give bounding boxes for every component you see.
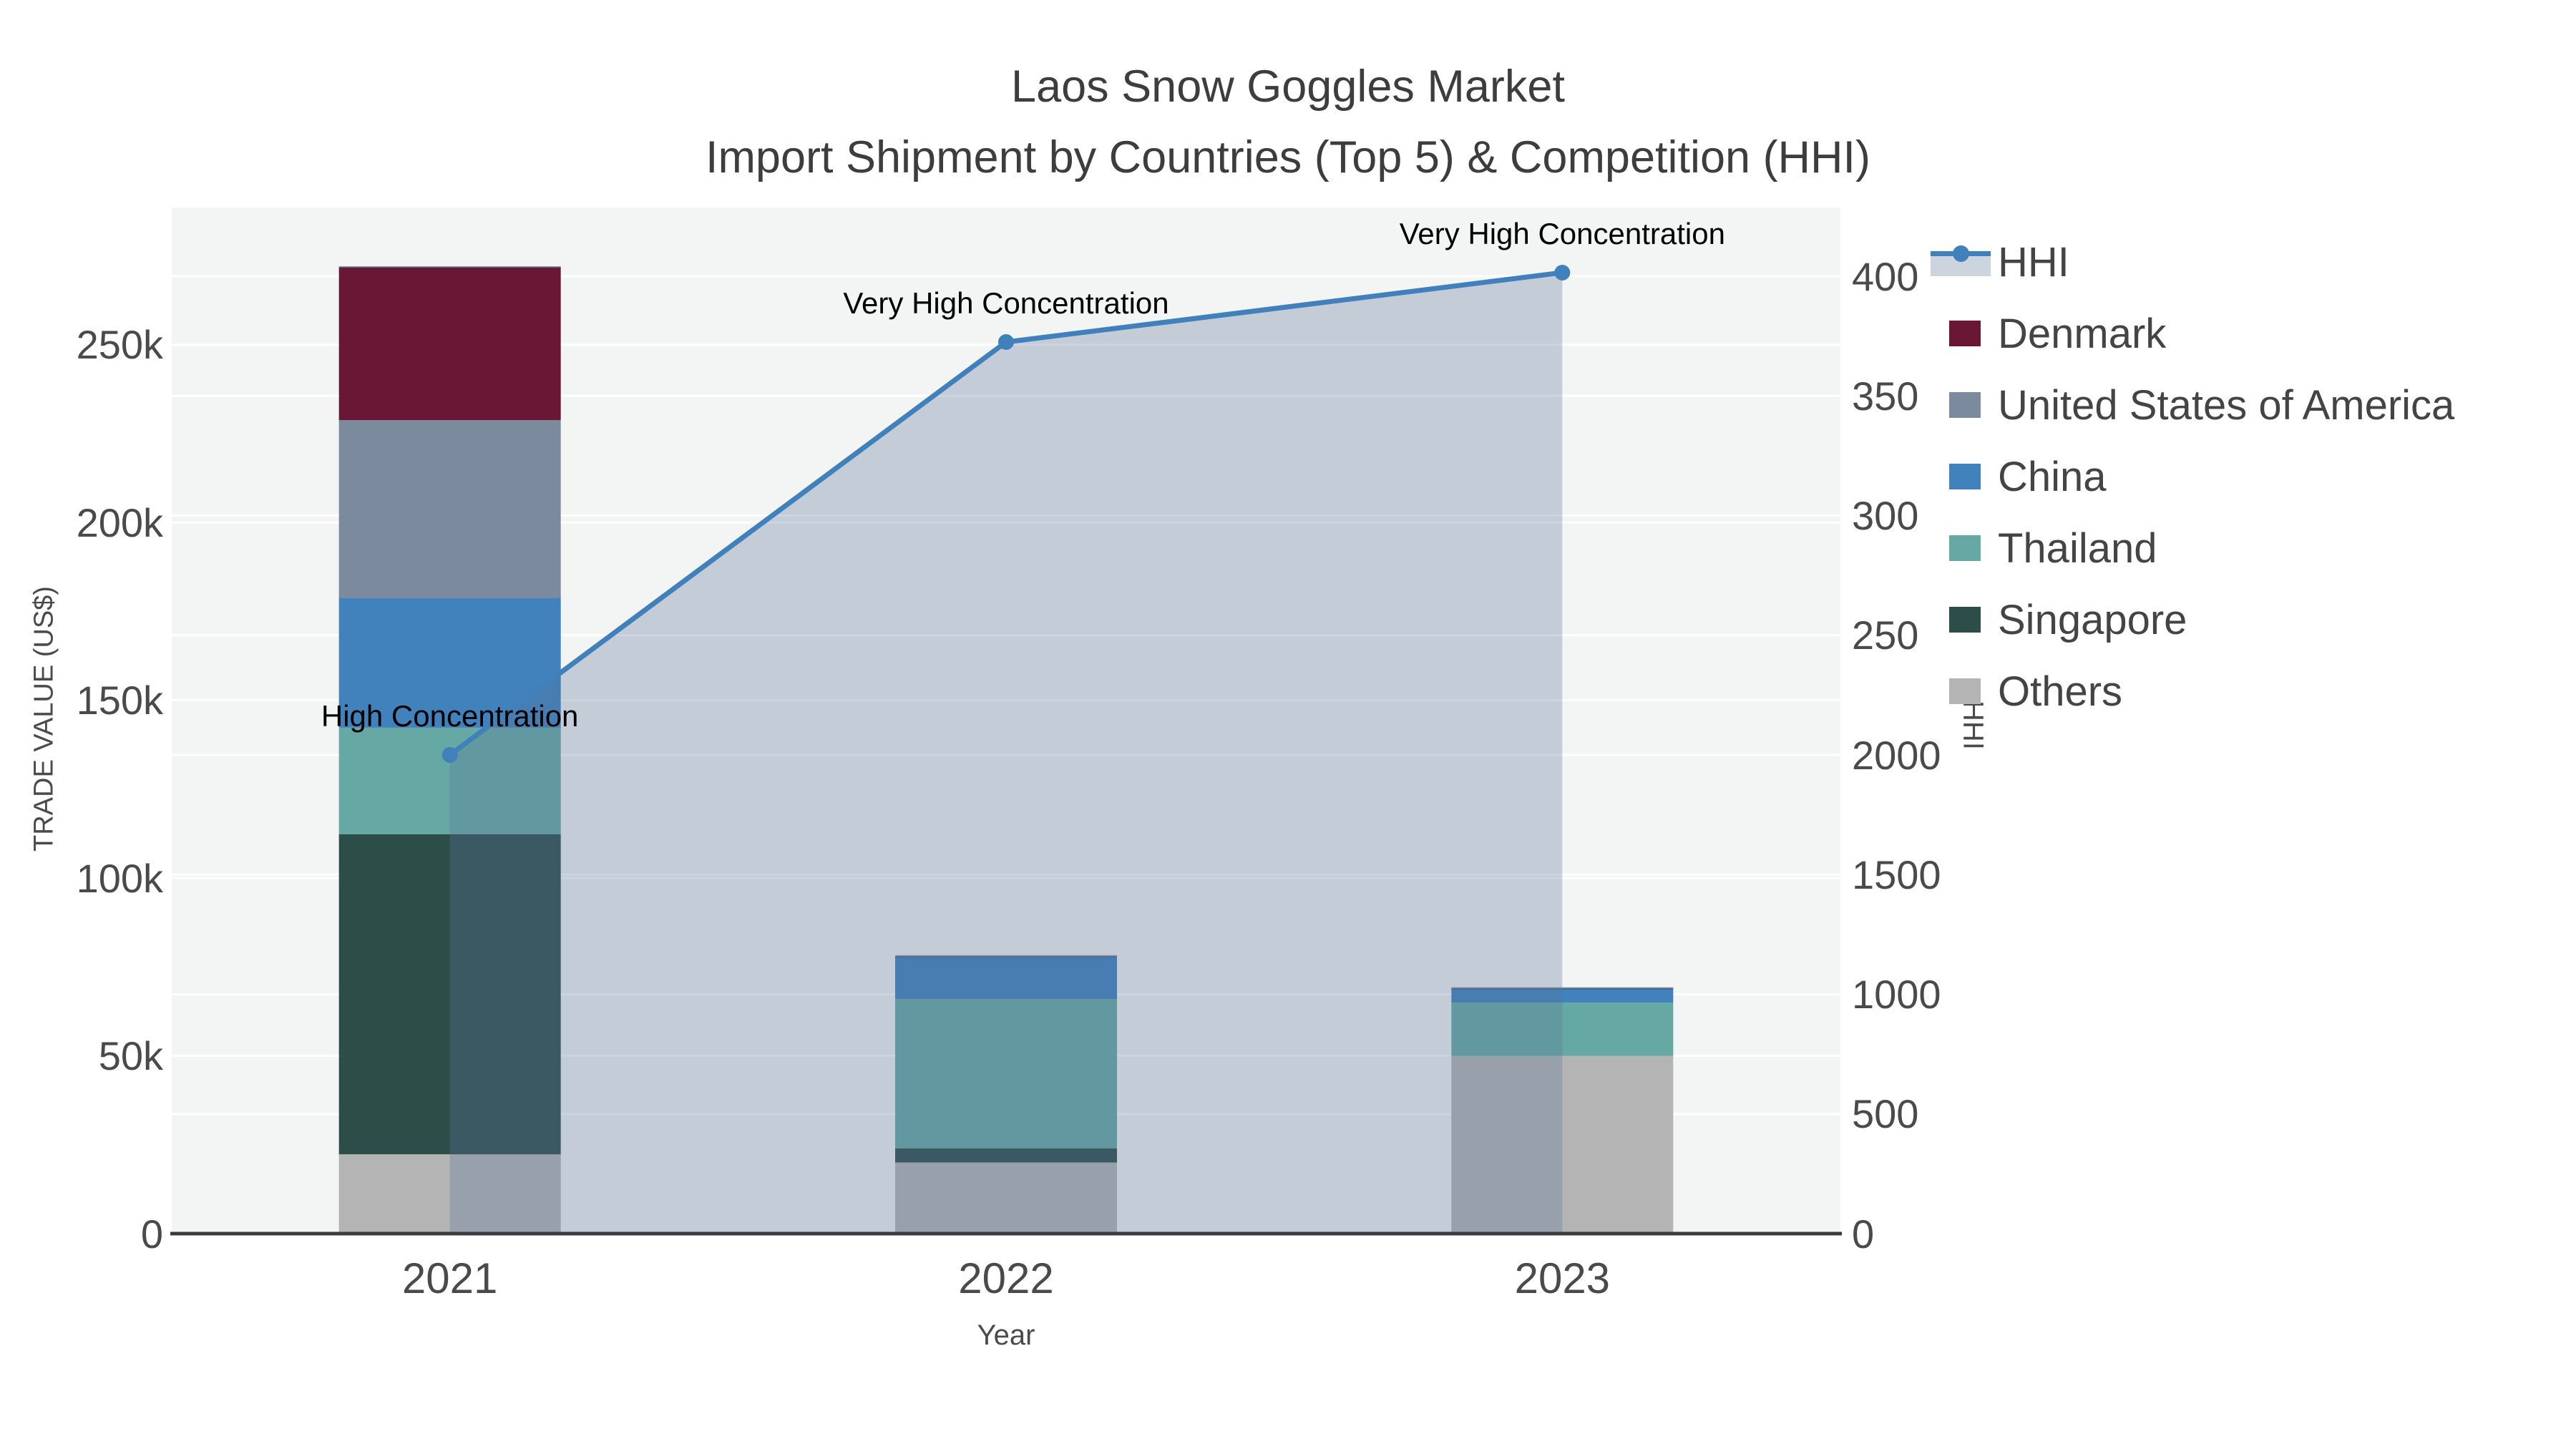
bar-2023-china <box>1451 988 1674 1003</box>
legend-swatch-thailand-icon <box>1929 512 1998 584</box>
x-tick-2023: 2023 <box>1514 1254 1611 1302</box>
hhi-area-fill <box>449 272 1563 1234</box>
bar-2022-china <box>895 956 1117 1000</box>
legend-item-label: Singapore <box>1998 596 2187 643</box>
chart-title-line1: Laos Snow Goggles Market <box>1011 62 1565 112</box>
y-tick-left-0: 0 <box>140 1211 163 1257</box>
swatch-icon <box>1949 392 1981 418</box>
y-tick-right-0: 0 <box>1852 1211 1875 1257</box>
legend-swatch-others-icon <box>1929 655 1998 727</box>
y-tick-right-1000: 1000 <box>1852 972 1941 1017</box>
y-tick-right-400: 400 <box>1852 253 1919 299</box>
legend-item-label: United States of America <box>1998 381 2455 429</box>
annotation-2023: Very High Concentration <box>1399 216 1725 250</box>
bar-2021-singapore <box>338 834 561 1155</box>
y-tick-right-1500: 1500 <box>1852 852 1941 897</box>
x-axis-title: Year <box>977 1319 1035 1351</box>
y-tick-left-250k: 250k <box>76 322 163 368</box>
legend-item-hhi[interactable]: HHI <box>1929 226 2454 298</box>
hhi-marker-2021 <box>441 747 458 763</box>
legend-swatch-singapore-icon <box>1929 584 1998 655</box>
y-tick-right-2000: 2000 <box>1852 732 1941 778</box>
bar-2021-denmark <box>338 267 561 421</box>
hhi-marker-icon <box>1953 245 1969 262</box>
hhi-line-sample-icon <box>1929 226 1998 298</box>
bar-2023-others <box>1451 1055 1674 1234</box>
x-tick-2022: 2022 <box>958 1254 1054 1302</box>
legend-item-others[interactable]: Others <box>1929 655 2454 727</box>
chart-title: Laos Snow Goggles Market Import Shipment… <box>0 52 2576 193</box>
swatch-icon <box>1949 678 1981 704</box>
legend-item-thailand[interactable]: Thailand <box>1929 512 2454 584</box>
legend-item-singapore[interactable]: Singapore <box>1929 584 2454 655</box>
annotation-2021: High Concentration <box>321 699 579 733</box>
legend-swatch-denmark-icon <box>1929 298 1998 369</box>
y-tick-left-50k: 50k <box>98 1033 163 1079</box>
bar-2022-others <box>895 1162 1117 1234</box>
legend-swatch-china-icon <box>1929 441 1998 512</box>
chart-title-line2: Import Shipment by Countries (Top 5) & C… <box>705 132 1871 182</box>
bar-2022-thailand <box>895 999 1117 1148</box>
y-tick-right-300: 300 <box>1852 493 1919 538</box>
swatch-icon <box>1949 535 1981 561</box>
y-tick-left-200k: 200k <box>76 499 163 545</box>
y-tick-left-100k: 100k <box>76 855 163 901</box>
x-tick-2021: 2021 <box>401 1254 498 1302</box>
legend-item-china[interactable]: China <box>1929 441 2454 512</box>
legend-item-label: Others <box>1998 668 2123 715</box>
y-tick-right-500: 500 <box>1852 1091 1919 1137</box>
bar-2021-thailand <box>338 727 561 835</box>
bar-2022-singapore <box>895 1148 1117 1163</box>
legend-item-label: HHI <box>1998 238 2069 286</box>
hhi-marker-2023 <box>1554 264 1571 280</box>
hhi-marker-2022 <box>998 333 1014 350</box>
bar-2021-others <box>338 1154 561 1234</box>
y-tick-left-150k: 150k <box>76 678 163 723</box>
annotation-2022: Very High Concentration <box>843 286 1169 320</box>
legend-item-united-states-of-america[interactable]: United States of America <box>1929 369 2454 441</box>
swatch-icon <box>1949 464 1981 489</box>
legend-swatch-united-states-of-america-icon <box>1929 369 1998 441</box>
legend-item-label: Denmark <box>1998 310 2167 357</box>
bar-2021-united-states-of-america <box>338 420 561 598</box>
swatch-icon <box>1949 321 1981 346</box>
swatch-icon <box>1949 607 1981 633</box>
y-tick-right-350: 350 <box>1852 373 1919 419</box>
bar-2023-thailand <box>1451 1002 1674 1056</box>
legend-item-label: China <box>1998 453 2107 500</box>
legend-item-label: Thailand <box>1998 525 2157 572</box>
bar-2021-china <box>338 597 561 728</box>
legend: HHI Denmark United States of America China T… <box>1929 226 2454 727</box>
legend-item-denmark[interactable]: Denmark <box>1929 298 2454 369</box>
y-tick-right-250: 250 <box>1852 613 1919 658</box>
